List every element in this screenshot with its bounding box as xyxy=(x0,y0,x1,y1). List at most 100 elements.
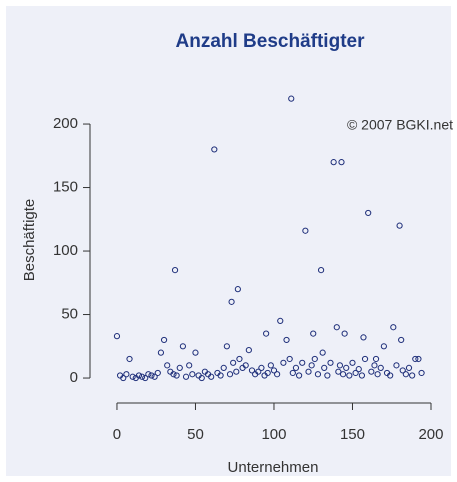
point xyxy=(387,372,394,379)
point xyxy=(151,373,158,380)
point xyxy=(248,367,256,374)
point xyxy=(223,343,230,350)
point xyxy=(208,373,215,380)
point xyxy=(339,371,347,378)
point xyxy=(170,371,177,378)
point xyxy=(393,362,400,369)
x-axis-label: Unternehmen xyxy=(228,459,319,476)
point xyxy=(352,369,359,377)
point xyxy=(154,369,161,377)
point xyxy=(372,355,380,363)
point xyxy=(263,330,270,337)
point xyxy=(126,355,133,363)
point xyxy=(335,368,342,375)
point xyxy=(418,369,425,377)
y-tick-label: 50 xyxy=(61,306,78,323)
point xyxy=(142,374,149,382)
point xyxy=(283,336,290,344)
point xyxy=(274,371,281,378)
point xyxy=(361,355,369,363)
point xyxy=(286,355,293,363)
annotation: © 2007 BGKI.net xyxy=(347,117,453,133)
point xyxy=(123,371,130,378)
point xyxy=(228,298,235,305)
point xyxy=(230,359,237,366)
background xyxy=(6,6,451,476)
point xyxy=(377,364,384,371)
point xyxy=(402,371,409,378)
point xyxy=(164,362,171,369)
point xyxy=(412,355,419,363)
point xyxy=(396,222,403,229)
point xyxy=(333,324,340,331)
point xyxy=(355,366,362,373)
point xyxy=(288,95,295,102)
point xyxy=(129,373,136,380)
point xyxy=(343,364,350,371)
point xyxy=(242,362,249,369)
chart-title: Anzahl Beschäftigter xyxy=(176,31,366,52)
point xyxy=(277,317,284,324)
point xyxy=(157,349,165,356)
point xyxy=(255,368,262,375)
point xyxy=(233,368,240,375)
point xyxy=(182,373,190,380)
point xyxy=(258,364,265,371)
point xyxy=(270,367,278,374)
point xyxy=(234,286,241,293)
point xyxy=(314,371,322,378)
point xyxy=(289,369,296,377)
point xyxy=(113,333,121,340)
point xyxy=(349,359,356,366)
y-tick-label: 200 xyxy=(53,115,78,132)
point xyxy=(280,359,287,366)
point xyxy=(310,330,317,337)
y-axis-label: Beschäftigte xyxy=(21,199,38,282)
point xyxy=(198,374,205,382)
point xyxy=(374,371,381,378)
point xyxy=(236,355,243,363)
point xyxy=(358,372,366,379)
point xyxy=(148,372,155,379)
point xyxy=(346,372,353,379)
point xyxy=(341,330,348,337)
point xyxy=(267,362,274,369)
point xyxy=(321,364,328,371)
point xyxy=(264,369,271,377)
point xyxy=(211,146,218,153)
point xyxy=(409,372,416,379)
y-tick-label: 100 xyxy=(53,242,78,259)
point xyxy=(368,368,375,375)
point xyxy=(120,374,127,382)
x-tick-label: 50 xyxy=(187,426,204,443)
point xyxy=(145,371,152,378)
point xyxy=(398,336,405,344)
point xyxy=(173,372,180,379)
point xyxy=(365,209,372,217)
point xyxy=(179,343,187,350)
point xyxy=(245,347,252,354)
point xyxy=(380,343,387,350)
point xyxy=(176,364,183,371)
point xyxy=(405,364,413,371)
x-tick-label: 150 xyxy=(340,426,365,443)
x-tick-label: 0 xyxy=(113,426,121,443)
point xyxy=(330,159,337,166)
point xyxy=(299,359,306,366)
point xyxy=(220,364,227,371)
point xyxy=(311,355,318,363)
point xyxy=(186,362,193,369)
point xyxy=(336,362,344,369)
point xyxy=(319,349,326,356)
point xyxy=(295,372,303,379)
point xyxy=(371,362,378,369)
point xyxy=(399,367,406,374)
point xyxy=(192,349,199,356)
point xyxy=(317,266,325,274)
point xyxy=(138,373,146,380)
point xyxy=(292,364,300,371)
point xyxy=(327,359,334,366)
point xyxy=(305,368,312,375)
point xyxy=(302,227,309,234)
